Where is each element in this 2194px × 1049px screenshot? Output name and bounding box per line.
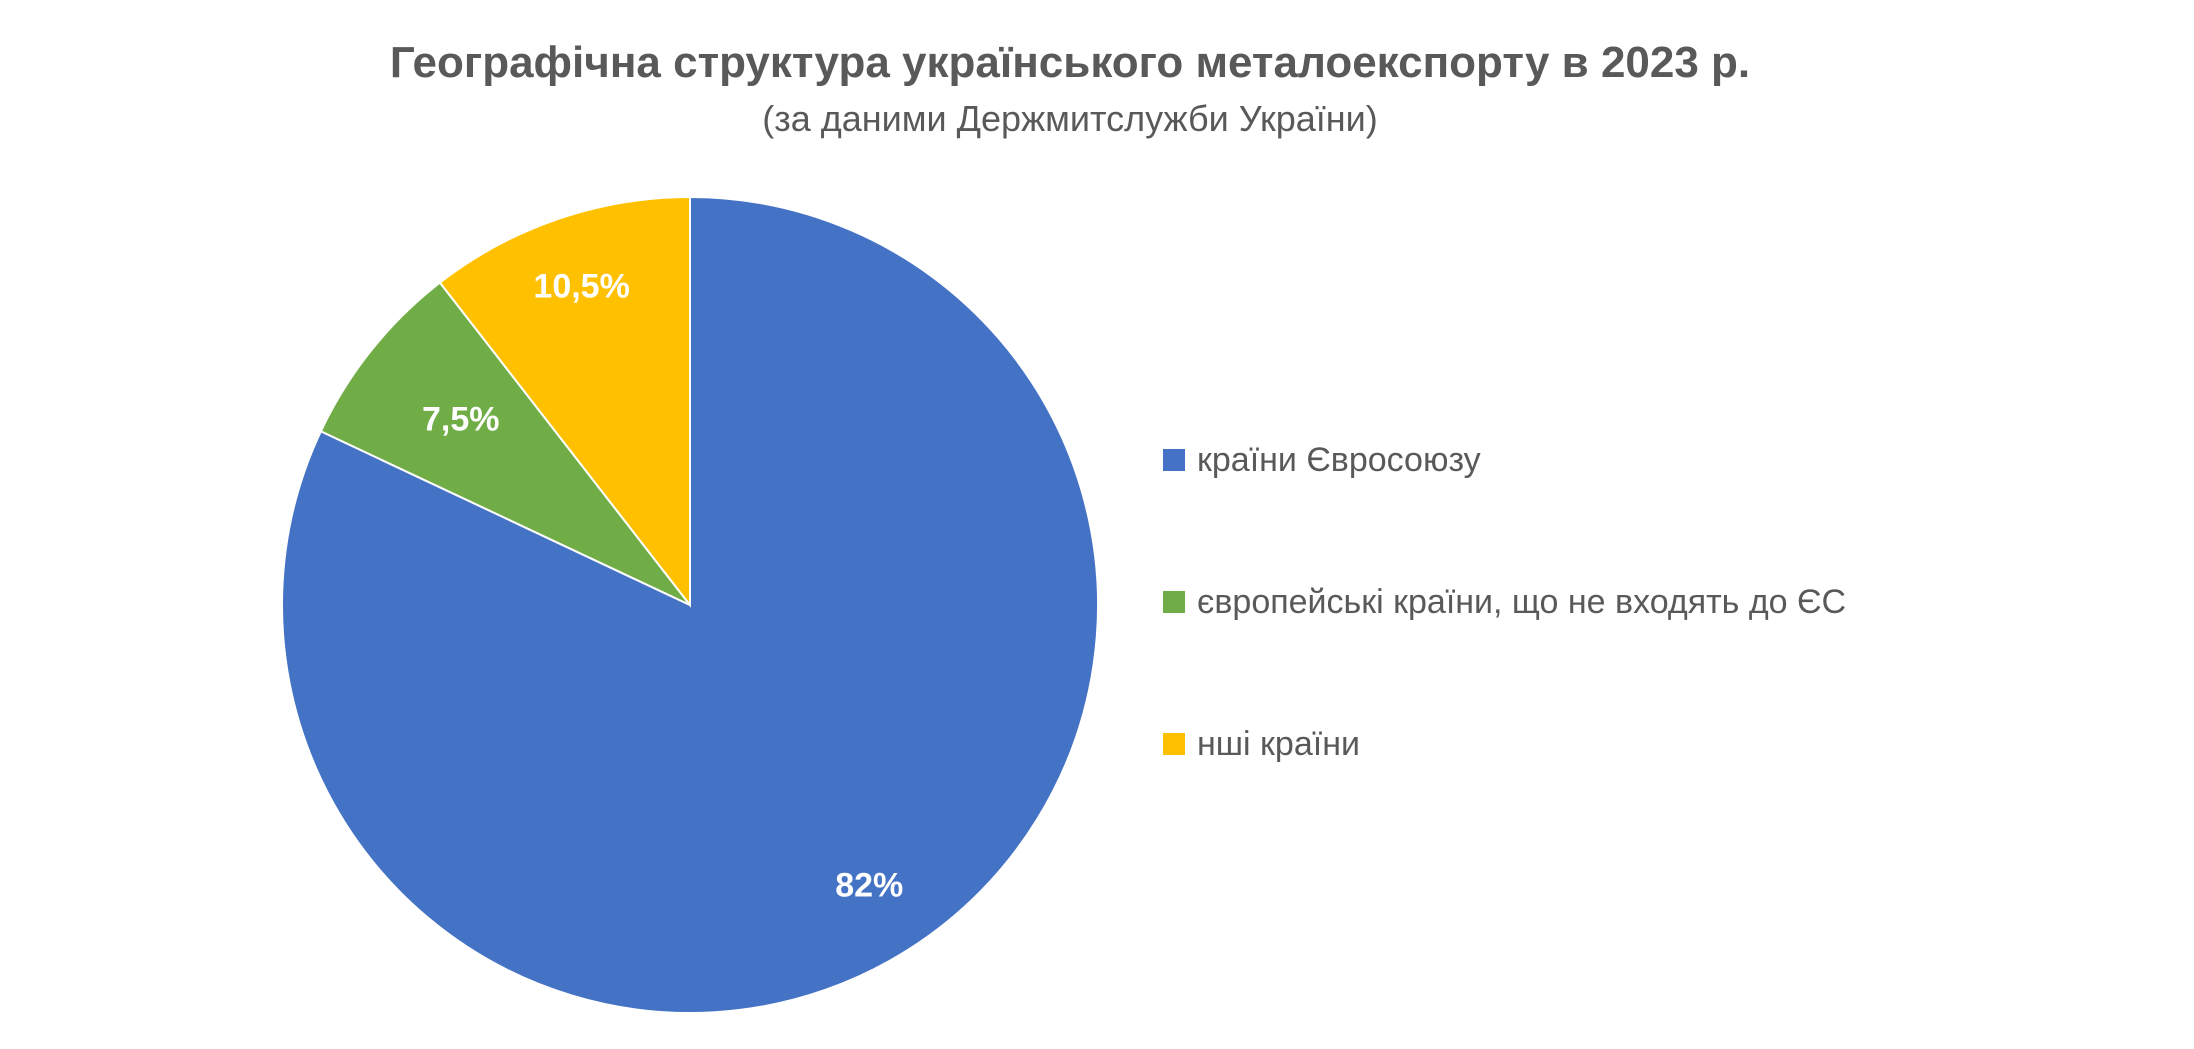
legend-label-2: європейські країни, що не входять до ЄС — [1197, 582, 1847, 621]
chart-subtitle: (за даними Держмитслужби України) — [762, 98, 1378, 139]
legend-swatch-3 — [1163, 733, 1185, 755]
legend-item-3: нші країни — [1163, 722, 1846, 766]
legend-item-2: європейські країни, що не входять до ЄС — [1163, 580, 1846, 624]
chart-legend: країни Євросоюзу європейські країни, що н… — [1163, 438, 1846, 864]
legend-label-3: нші країни — [1197, 724, 1360, 763]
legend-item-1: країни Євросоюзу — [1163, 438, 1846, 482]
legend-label-1: країни Євросоюзу — [1197, 440, 1481, 479]
chart-title: Географічна структура українського метал… — [389, 38, 1751, 87]
pie-slice-2 — [319, 281, 691, 606]
legend-swatch-2 — [1163, 591, 1185, 613]
data-label-1: 82% — [835, 866, 903, 904]
data-label-3: 10,5% — [533, 267, 629, 305]
pie-slice-3 — [438, 195, 691, 608]
legend-swatch-1 — [1163, 449, 1185, 471]
data-label-2: 7,5% — [422, 400, 500, 438]
